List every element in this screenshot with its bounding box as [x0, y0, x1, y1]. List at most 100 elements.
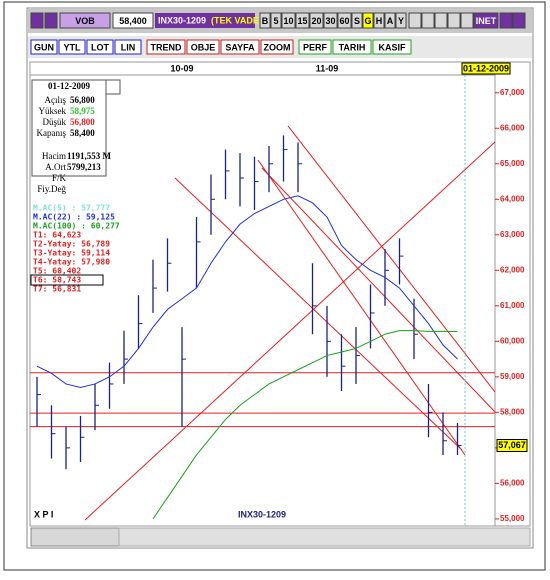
- period-button-label[interactable]: 15: [297, 16, 307, 26]
- net-button[interactable]: [473, 12, 499, 29]
- period-button[interactable]: [295, 12, 310, 29]
- tool-button[interactable]: [408, 12, 422, 29]
- status-bar: [118, 527, 531, 547]
- symbol-box-label[interactable]: VOB: [75, 16, 95, 26]
- stat-value: 1191,553 M: [67, 151, 112, 161]
- period-button-label[interactable]: 60: [339, 16, 349, 26]
- menu-label[interactable]: YTL: [64, 42, 82, 52]
- period-button[interactable]: [351, 12, 363, 29]
- info-box: [31, 79, 107, 177]
- y-tick-label: 61,000: [500, 301, 525, 310]
- tool-button[interactable]: [434, 12, 448, 29]
- watermark: INX30-1209: [238, 509, 286, 519]
- window-button[interactable]: [512, 12, 526, 29]
- tool-button[interactable]: [460, 12, 474, 29]
- indicator-box: [30, 274, 104, 286]
- date-highlight: [461, 62, 511, 75]
- tool-button[interactable]: [421, 12, 435, 29]
- period-button[interactable]: [270, 12, 282, 29]
- close-button[interactable]: [30, 12, 44, 29]
- menu-label[interactable]: TARIH: [339, 42, 366, 52]
- trend-lines: [84, 125, 496, 521]
- period-button[interactable]: [337, 12, 352, 29]
- period-button-label[interactable]: A: [387, 16, 394, 26]
- period-button[interactable]: [384, 12, 396, 29]
- period-button[interactable]: [395, 12, 407, 29]
- menu-label[interactable]: GUN: [34, 42, 54, 52]
- moving-average: [152, 330, 458, 520]
- period-button-label[interactable]: 30: [325, 16, 335, 26]
- y-tick-label: 62,000: [500, 265, 525, 274]
- period-button[interactable]: [323, 12, 338, 29]
- menu-label[interactable]: LOT: [91, 42, 109, 52]
- info-value: 58,400: [70, 128, 95, 138]
- period-button-label[interactable]: H: [376, 16, 383, 26]
- x-tick-label: 01-12-2009: [463, 63, 509, 73]
- indicator: T6: 58,743: [33, 276, 81, 285]
- menu-label[interactable]: SAYFA: [225, 42, 255, 52]
- menu-button[interactable]: [30, 39, 58, 55]
- period-button-label[interactable]: G: [364, 16, 371, 26]
- period-button-label[interactable]: Y: [398, 16, 404, 26]
- period-button-label[interactable]: 10: [283, 16, 293, 26]
- menu-button[interactable]: [372, 39, 412, 55]
- menu-label[interactable]: PERF: [303, 42, 328, 52]
- stat-label: Hacim: [42, 151, 66, 161]
- menu-button[interactable]: [114, 39, 142, 55]
- tool-button[interactable]: [447, 12, 461, 29]
- menu-button[interactable]: [86, 39, 114, 55]
- net-button-label[interactable]: INET: [476, 16, 497, 26]
- x-tick-label: 10-09: [170, 63, 193, 73]
- period-button[interactable]: [309, 12, 324, 29]
- indicator: T2-Yatay: 56,789: [33, 240, 110, 249]
- stat-label: F/K: [52, 173, 67, 183]
- period-button[interactable]: [281, 12, 296, 29]
- stat-label: Fiy.Değ: [37, 184, 66, 194]
- footer-label[interactable]: X P I: [34, 509, 53, 519]
- last-price-box: [496, 438, 528, 452]
- menu-button[interactable]: [260, 39, 294, 55]
- y-tick-label: 66,000: [500, 123, 525, 132]
- menu-label[interactable]: KASIF: [379, 42, 407, 52]
- menu-button[interactable]: [332, 39, 372, 55]
- period-button-label[interactable]: 20: [311, 16, 321, 26]
- period-button[interactable]: [362, 12, 374, 29]
- indicator: T1: 64,623: [33, 231, 81, 240]
- menu-button[interactable]: [146, 39, 186, 55]
- menu-label[interactable]: ZOOM: [264, 42, 291, 52]
- info-label: Yüksek: [39, 106, 67, 116]
- indicator: M.AC(100) : 60,277: [33, 222, 120, 231]
- menu-button[interactable]: [186, 39, 220, 55]
- menu-button[interactable]: [58, 39, 86, 55]
- indicator: M.AC(5) : 57,777: [33, 204, 110, 213]
- info-label: Açılış: [45, 95, 67, 105]
- menu-label[interactable]: TREND: [151, 42, 182, 52]
- period-button[interactable]: [259, 12, 271, 29]
- last-price: 57,067: [498, 440, 526, 450]
- contract-note: (TEK VADE): [211, 15, 262, 25]
- period-button-label[interactable]: B: [262, 16, 269, 26]
- window-button[interactable]: [499, 12, 513, 29]
- tool-icons[interactable]: [30, 527, 120, 547]
- contract-box: [155, 13, 255, 28]
- period-button[interactable]: [373, 12, 385, 29]
- menu-button[interactable]: [220, 39, 260, 55]
- y-tick-label: 65,000: [500, 159, 525, 168]
- symbol-box[interactable]: [59, 12, 111, 29]
- menu-label[interactable]: LIN: [121, 42, 136, 52]
- stat-value: 5799,213: [67, 162, 101, 172]
- period-button-label[interactable]: S: [354, 16, 360, 26]
- y-tick-label: 60,000: [500, 336, 525, 345]
- y-tick-label: 55,000: [500, 514, 525, 523]
- menu-label[interactable]: OBJE: [191, 42, 216, 52]
- contract-label: INX30-1209: [158, 15, 206, 25]
- period-button-label[interactable]: 5: [273, 16, 278, 26]
- menu-button[interactable]: [298, 39, 332, 55]
- y-tick-label: 64,000: [500, 194, 525, 203]
- info-toggle[interactable]: [105, 79, 121, 95]
- price-box-label[interactable]: 58,400: [119, 16, 147, 26]
- pin-button[interactable]: [44, 12, 58, 29]
- price-box[interactable]: [112, 12, 154, 29]
